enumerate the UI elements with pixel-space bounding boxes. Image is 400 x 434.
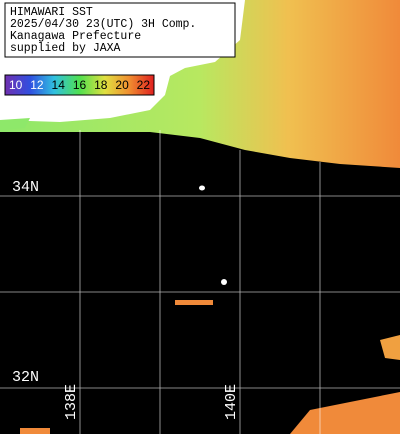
sst-patch: [290, 392, 400, 434]
header-line: Kanagawa Prefecture: [10, 30, 141, 43]
sst-patch: [20, 428, 50, 434]
sst-patch: [380, 335, 400, 360]
colorbar-label: 20: [115, 78, 129, 92]
colorbar-label: 22: [137, 78, 151, 92]
colorbar-label: 16: [73, 78, 87, 92]
island: [221, 279, 227, 285]
header-line: 2025/04/30 23(UTC) 3H Comp.: [10, 18, 196, 31]
header-line: supplied by JAXA: [10, 42, 121, 55]
colorbar-label: 12: [30, 78, 44, 92]
colorbar-label: 18: [94, 78, 108, 92]
lat-label: 34N: [12, 179, 39, 196]
coast-shelf: [0, 118, 30, 130]
graticule: [0, 130, 400, 434]
sst-patch: [175, 300, 213, 305]
colorbar-label: 10: [9, 78, 23, 92]
lat-label: 32N: [12, 369, 39, 386]
header-box: [4, 2, 236, 58]
lon-label: 140E: [223, 384, 240, 420]
island: [199, 185, 205, 191]
colorbar-label: 14: [52, 78, 66, 92]
lon-label: 138E: [63, 384, 80, 420]
header-line: HIMAWARI SST: [10, 6, 93, 19]
colorbar: [4, 74, 155, 96]
